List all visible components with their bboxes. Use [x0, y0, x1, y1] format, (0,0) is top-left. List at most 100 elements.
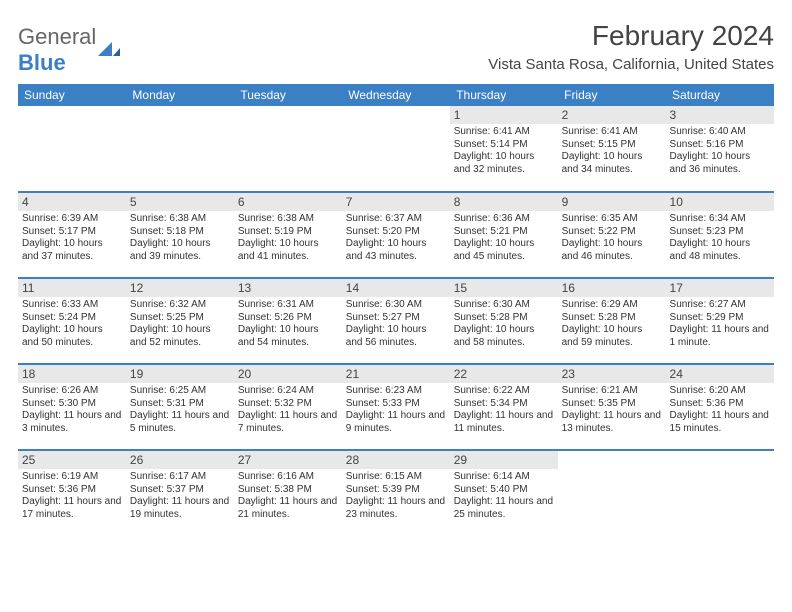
day-number: 15	[450, 279, 558, 297]
day-number: 3	[666, 106, 774, 124]
logo: General Blue	[18, 24, 120, 76]
header: General Blue February 2024 Vista Santa R…	[18, 20, 774, 76]
day-data: Sunrise: 6:14 AMSunset: 5:40 PMDaylight:…	[450, 469, 558, 525]
calendar-cell: 19Sunrise: 6:25 AMSunset: 5:31 PMDayligh…	[126, 364, 234, 450]
calendar-cell: 7Sunrise: 6:37 AMSunset: 5:20 PMDaylight…	[342, 192, 450, 278]
title-block: February 2024 Vista Santa Rosa, Californ…	[488, 20, 774, 73]
weekday-header: Wednesday	[342, 84, 450, 106]
logo-text-2: Blue	[18, 50, 66, 75]
day-number: 9	[558, 193, 666, 211]
calendar-cell: 22Sunrise: 6:22 AMSunset: 5:34 PMDayligh…	[450, 364, 558, 450]
day-data: Sunrise: 6:31 AMSunset: 5:26 PMDaylight:…	[234, 297, 342, 353]
day-data: Sunrise: 6:27 AMSunset: 5:29 PMDaylight:…	[666, 297, 774, 353]
weekday-header: Sunday	[18, 84, 126, 106]
day-data: Sunrise: 6:40 AMSunset: 5:16 PMDaylight:…	[666, 124, 774, 180]
calendar-cell	[126, 106, 234, 192]
day-data	[558, 469, 666, 475]
day-data	[666, 469, 774, 475]
calendar-cell: 23Sunrise: 6:21 AMSunset: 5:35 PMDayligh…	[558, 364, 666, 450]
calendar-cell	[234, 106, 342, 192]
day-number: 8	[450, 193, 558, 211]
day-number: 5	[126, 193, 234, 211]
calendar-cell: 5Sunrise: 6:38 AMSunset: 5:18 PMDaylight…	[126, 192, 234, 278]
logo-text-1: General	[18, 24, 96, 49]
day-data: Sunrise: 6:38 AMSunset: 5:19 PMDaylight:…	[234, 211, 342, 267]
calendar-cell: 27Sunrise: 6:16 AMSunset: 5:38 PMDayligh…	[234, 450, 342, 536]
day-number: 7	[342, 193, 450, 211]
calendar-row: 11Sunrise: 6:33 AMSunset: 5:24 PMDayligh…	[18, 278, 774, 364]
calendar-cell: 10Sunrise: 6:34 AMSunset: 5:23 PMDayligh…	[666, 192, 774, 278]
day-data: Sunrise: 6:33 AMSunset: 5:24 PMDaylight:…	[18, 297, 126, 353]
calendar-cell: 17Sunrise: 6:27 AMSunset: 5:29 PMDayligh…	[666, 278, 774, 364]
calendar-cell: 9Sunrise: 6:35 AMSunset: 5:22 PMDaylight…	[558, 192, 666, 278]
day-data: Sunrise: 6:15 AMSunset: 5:39 PMDaylight:…	[342, 469, 450, 525]
day-data: Sunrise: 6:22 AMSunset: 5:34 PMDaylight:…	[450, 383, 558, 439]
day-number: 22	[450, 365, 558, 383]
calendar-body: 1Sunrise: 6:41 AMSunset: 5:14 PMDaylight…	[18, 106, 774, 536]
calendar-row: 1Sunrise: 6:41 AMSunset: 5:14 PMDaylight…	[18, 106, 774, 192]
location: Vista Santa Rosa, California, United Sta…	[488, 56, 774, 73]
day-number: 13	[234, 279, 342, 297]
day-data: Sunrise: 6:30 AMSunset: 5:27 PMDaylight:…	[342, 297, 450, 353]
day-data	[126, 124, 234, 130]
day-data	[342, 124, 450, 130]
day-number: 26	[126, 451, 234, 469]
calendar-cell: 24Sunrise: 6:20 AMSunset: 5:36 PMDayligh…	[666, 364, 774, 450]
calendar-cell: 25Sunrise: 6:19 AMSunset: 5:36 PMDayligh…	[18, 450, 126, 536]
calendar-cell	[18, 106, 126, 192]
weekday-header: Saturday	[666, 84, 774, 106]
month-title: February 2024	[488, 20, 774, 52]
day-data: Sunrise: 6:34 AMSunset: 5:23 PMDaylight:…	[666, 211, 774, 267]
calendar-cell	[558, 450, 666, 536]
day-number: 24	[666, 365, 774, 383]
day-number: 2	[558, 106, 666, 124]
calendar-cell: 12Sunrise: 6:32 AMSunset: 5:25 PMDayligh…	[126, 278, 234, 364]
day-data: Sunrise: 6:20 AMSunset: 5:36 PMDaylight:…	[666, 383, 774, 439]
day-data: Sunrise: 6:29 AMSunset: 5:28 PMDaylight:…	[558, 297, 666, 353]
day-number: 12	[126, 279, 234, 297]
day-number: 4	[18, 193, 126, 211]
day-data	[18, 124, 126, 130]
day-number: 27	[234, 451, 342, 469]
day-data: Sunrise: 6:32 AMSunset: 5:25 PMDaylight:…	[126, 297, 234, 353]
day-number: 21	[342, 365, 450, 383]
calendar-cell: 26Sunrise: 6:17 AMSunset: 5:37 PMDayligh…	[126, 450, 234, 536]
day-number: 20	[234, 365, 342, 383]
day-number: 1	[450, 106, 558, 124]
day-number: 17	[666, 279, 774, 297]
calendar-cell: 3Sunrise: 6:40 AMSunset: 5:16 PMDaylight…	[666, 106, 774, 192]
calendar-cell: 14Sunrise: 6:30 AMSunset: 5:27 PMDayligh…	[342, 278, 450, 364]
day-data: Sunrise: 6:19 AMSunset: 5:36 PMDaylight:…	[18, 469, 126, 525]
calendar-cell: 2Sunrise: 6:41 AMSunset: 5:15 PMDaylight…	[558, 106, 666, 192]
logo-text: General Blue	[18, 24, 96, 76]
day-data: Sunrise: 6:41 AMSunset: 5:14 PMDaylight:…	[450, 124, 558, 180]
day-data: Sunrise: 6:41 AMSunset: 5:15 PMDaylight:…	[558, 124, 666, 180]
calendar-cell: 15Sunrise: 6:30 AMSunset: 5:28 PMDayligh…	[450, 278, 558, 364]
day-data: Sunrise: 6:17 AMSunset: 5:37 PMDaylight:…	[126, 469, 234, 525]
calendar-cell: 11Sunrise: 6:33 AMSunset: 5:24 PMDayligh…	[18, 278, 126, 364]
weekday-header: Friday	[558, 84, 666, 106]
day-data: Sunrise: 6:23 AMSunset: 5:33 PMDaylight:…	[342, 383, 450, 439]
calendar-cell	[342, 106, 450, 192]
day-data: Sunrise: 6:21 AMSunset: 5:35 PMDaylight:…	[558, 383, 666, 439]
calendar-cell: 21Sunrise: 6:23 AMSunset: 5:33 PMDayligh…	[342, 364, 450, 450]
day-number: 25	[18, 451, 126, 469]
logo-sail-icon	[98, 42, 120, 58]
calendar-cell	[666, 450, 774, 536]
calendar-cell: 4Sunrise: 6:39 AMSunset: 5:17 PMDaylight…	[18, 192, 126, 278]
day-number: 18	[18, 365, 126, 383]
calendar-row: 25Sunrise: 6:19 AMSunset: 5:36 PMDayligh…	[18, 450, 774, 536]
calendar-cell: 20Sunrise: 6:24 AMSunset: 5:32 PMDayligh…	[234, 364, 342, 450]
weekday-header: Monday	[126, 84, 234, 106]
calendar-cell: 1Sunrise: 6:41 AMSunset: 5:14 PMDaylight…	[450, 106, 558, 192]
day-data: Sunrise: 6:24 AMSunset: 5:32 PMDaylight:…	[234, 383, 342, 439]
calendar-table: SundayMondayTuesdayWednesdayThursdayFrid…	[18, 84, 774, 536]
weekday-header: Thursday	[450, 84, 558, 106]
day-number: 23	[558, 365, 666, 383]
day-data: Sunrise: 6:35 AMSunset: 5:22 PMDaylight:…	[558, 211, 666, 267]
calendar-cell: 18Sunrise: 6:26 AMSunset: 5:30 PMDayligh…	[18, 364, 126, 450]
day-data: Sunrise: 6:26 AMSunset: 5:30 PMDaylight:…	[18, 383, 126, 439]
day-number: 29	[450, 451, 558, 469]
day-data: Sunrise: 6:36 AMSunset: 5:21 PMDaylight:…	[450, 211, 558, 267]
day-data: Sunrise: 6:37 AMSunset: 5:20 PMDaylight:…	[342, 211, 450, 267]
